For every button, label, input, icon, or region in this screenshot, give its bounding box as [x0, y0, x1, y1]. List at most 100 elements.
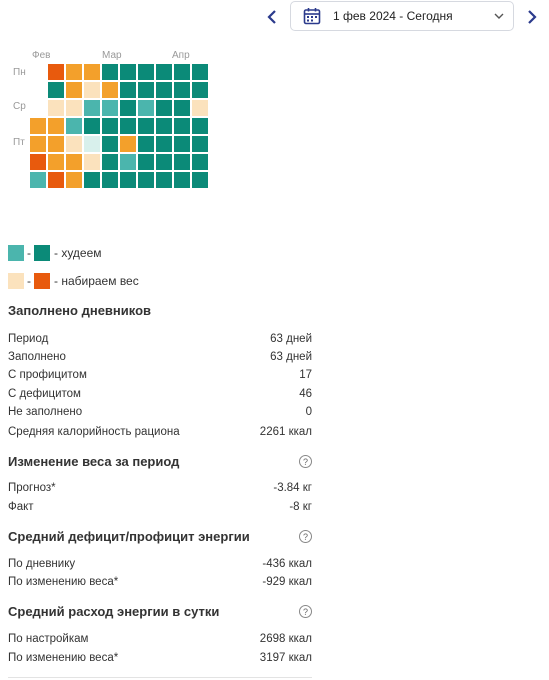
heatmap-cell[interactable] [120, 136, 136, 152]
legend-swatch-light [8, 273, 24, 289]
heatmap-cell[interactable] [120, 118, 136, 134]
day-label: Ср [13, 101, 26, 112]
heatmap-cell[interactable] [48, 64, 64, 80]
date-range-picker[interactable]: 1 фев 2024 - Сегодня [290, 1, 514, 31]
heatmap-cell[interactable] [138, 136, 154, 152]
stat-value: -436 ккал [262, 558, 312, 570]
chevron-right-icon [528, 10, 537, 24]
heatmap-cell[interactable] [138, 118, 154, 134]
legend-dash: - [27, 274, 31, 288]
heatmap-cell[interactable] [48, 172, 64, 188]
heatmap-cell[interactable] [84, 136, 100, 152]
heatmap-cell[interactable] [66, 136, 82, 152]
heatmap-cell[interactable] [192, 136, 208, 152]
heatmap-cell[interactable] [156, 82, 172, 98]
heatmap-cell[interactable] [174, 172, 190, 188]
heatmap-cell[interactable] [48, 82, 64, 98]
heatmap-cell[interactable] [156, 100, 172, 116]
heatmap-cell[interactable] [30, 136, 46, 152]
heatmap-cell[interactable] [120, 64, 136, 80]
heatmap-cell[interactable] [48, 100, 64, 116]
question-circle-icon[interactable]: ? [299, 530, 312, 543]
heatmap-cell[interactable] [174, 64, 190, 80]
heatmap-cell[interactable] [156, 172, 172, 188]
heatmap-cell[interactable] [156, 118, 172, 134]
stat-value: 2261 ккал [259, 426, 312, 438]
heatmap-cell[interactable] [102, 136, 118, 152]
stat-value: 63 дней [270, 351, 312, 363]
stat-value: 3197 ккал [259, 652, 312, 664]
heatmap-cell[interactable] [192, 64, 208, 80]
heatmap-cell[interactable] [102, 154, 118, 170]
stat-row: По дневнику -436 ккал [8, 558, 312, 570]
stat-row: По настройкам 2698 ккал [8, 633, 312, 645]
heatmap-cell[interactable] [66, 82, 82, 98]
heatmap-cell[interactable] [84, 154, 100, 170]
heatmap-cell[interactable] [48, 154, 64, 170]
heatmap-cell[interactable] [84, 118, 100, 134]
heatmap-cell[interactable] [192, 82, 208, 98]
heatmap-cell[interactable] [174, 136, 190, 152]
heatmap-cell[interactable] [102, 100, 118, 116]
heatmap-cell[interactable] [138, 172, 154, 188]
heatmap-cell[interactable] [66, 64, 82, 80]
heatmap-cell[interactable] [102, 172, 118, 188]
next-period-button[interactable] [524, 8, 540, 26]
legend-swatch-dark [34, 273, 50, 289]
question-circle-icon[interactable]: ? [299, 605, 312, 618]
stat-label: С дефицитом [8, 388, 81, 400]
heatmap-cell[interactable] [30, 172, 46, 188]
heatmap-cell[interactable] [102, 82, 118, 98]
prev-period-button[interactable] [264, 8, 280, 26]
deficit-section-title: Средний дефицит/профицит энергии [8, 529, 250, 544]
heatmap-cell[interactable] [120, 172, 136, 188]
expense-section-title: Средний расход энергии в сутки [8, 604, 220, 619]
heatmap-cell[interactable] [84, 64, 100, 80]
stat-label: Заполнено [8, 351, 66, 363]
heatmap-cell[interactable] [66, 118, 82, 134]
heatmap-cell[interactable] [192, 118, 208, 134]
heatmap-cell[interactable] [66, 172, 82, 188]
stat-row: Факт -8 кг [8, 501, 312, 513]
calendar-icon [303, 8, 321, 25]
heatmap-cell[interactable] [138, 154, 154, 170]
heatmap-cell[interactable] [174, 118, 190, 134]
heatmap-cell[interactable] [138, 64, 154, 80]
heatmap-cell[interactable] [174, 100, 190, 116]
heatmap-cell[interactable] [30, 118, 46, 134]
stat-row: Не заполнено 0 [8, 406, 312, 418]
legend-gain-label: - набираем вес [54, 274, 139, 288]
heatmap-cell[interactable] [138, 100, 154, 116]
heatmap-cell[interactable] [156, 154, 172, 170]
heatmap-cell[interactable] [66, 100, 82, 116]
divider [8, 677, 312, 678]
heatmap-cell[interactable] [138, 82, 154, 98]
heatmap-cell[interactable] [174, 154, 190, 170]
stat-label: По изменению веса* [8, 576, 119, 588]
heatmap-cell[interactable] [192, 100, 208, 116]
question-circle-icon[interactable]: ? [299, 455, 312, 468]
heatmap-cell[interactable] [120, 154, 136, 170]
stat-label: Не заполнено [8, 406, 83, 418]
heatmap-cell[interactable] [120, 100, 136, 116]
heatmap-cell[interactable] [102, 64, 118, 80]
heatmap-cell[interactable] [48, 136, 64, 152]
heatmap-cell[interactable] [192, 154, 208, 170]
heatmap-cell[interactable] [84, 100, 100, 116]
legend-swatch-dark [34, 245, 50, 261]
stat-label: С профицитом [8, 369, 87, 381]
stat-row: Средняя калорийность рациона 2261 ккал [8, 426, 312, 438]
heatmap-cell[interactable] [84, 82, 100, 98]
heatmap-cell[interactable] [102, 118, 118, 134]
heatmap-cell[interactable] [120, 82, 136, 98]
stat-value: 0 [305, 406, 312, 418]
heatmap-cell[interactable] [84, 172, 100, 188]
heatmap-cell[interactable] [192, 172, 208, 188]
heatmap-cell[interactable] [48, 118, 64, 134]
stat-label: По дневнику [8, 558, 76, 570]
heatmap-cell[interactable] [30, 154, 46, 170]
heatmap-cell[interactable] [156, 136, 172, 152]
heatmap-cell[interactable] [174, 82, 190, 98]
heatmap-cell[interactable] [156, 64, 172, 80]
heatmap-cell[interactable] [66, 154, 82, 170]
